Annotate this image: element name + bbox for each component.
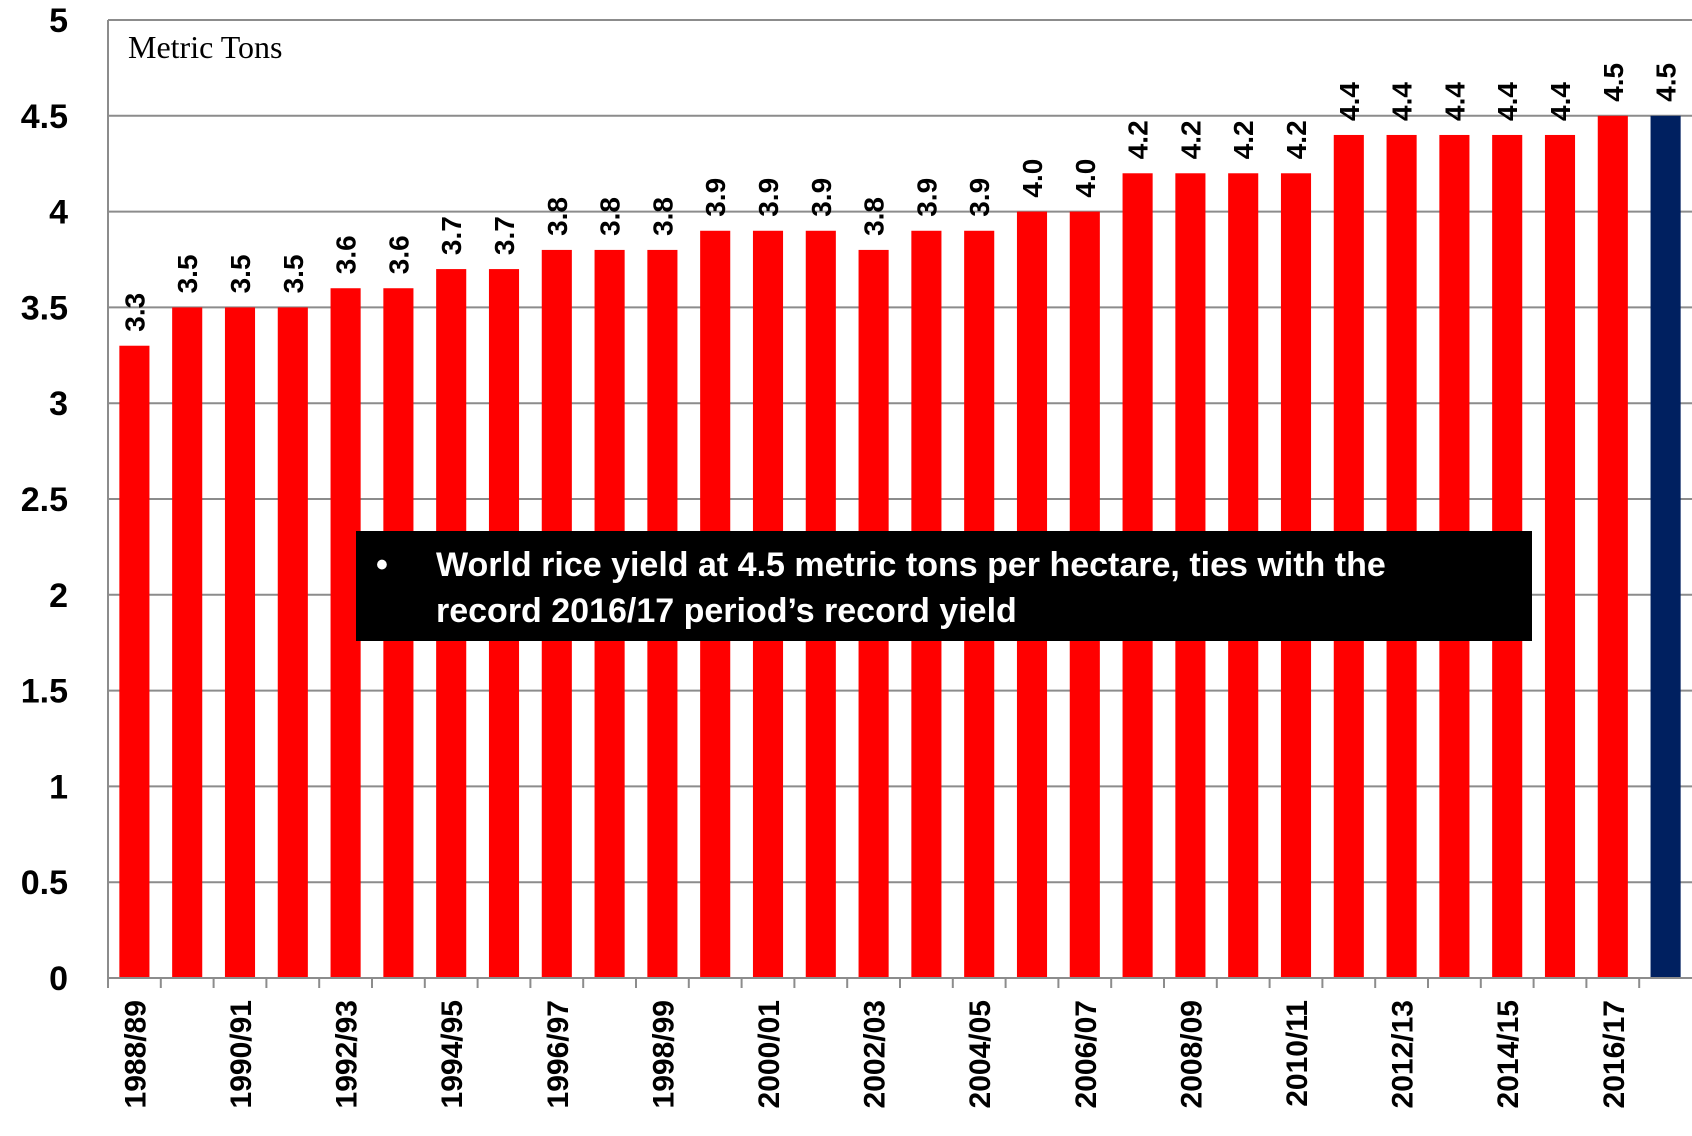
x-tick-label: 1992/93	[331, 1000, 364, 1108]
bar	[224, 307, 256, 978]
data-label: 3.7	[489, 216, 520, 255]
bar	[277, 307, 308, 978]
data-label: 3.9	[753, 178, 784, 217]
data-labels: 3.3 3.5 3.5 3.5 3.6 3.6 3.7 3.7 3.8 3.8 3.8 3.9 3.9 3…	[119, 63, 1681, 332]
y-tick-label: 2.5	[21, 481, 68, 519]
x-tick-label: 1998/99	[647, 1000, 680, 1108]
data-label: 3.8	[647, 197, 678, 236]
y-tick-label: 5	[49, 2, 68, 40]
data-label: 3.6	[331, 235, 362, 274]
x-tick-label: 2002/03	[859, 1000, 892, 1108]
annotation-background	[356, 531, 1532, 641]
x-tick-label: 2016/17	[1598, 1000, 1631, 1108]
data-label: 3.6	[383, 235, 414, 274]
data-label: 3.5	[225, 254, 256, 293]
data-label: 3.8	[595, 197, 626, 236]
bar	[172, 307, 203, 978]
data-label: 4.5	[1651, 63, 1682, 102]
y-tick-label: 3.5	[21, 289, 68, 327]
y-axis-label: Metric Tons	[128, 29, 282, 65]
data-label: 3.9	[964, 178, 995, 217]
data-label: 4.4	[1334, 82, 1365, 121]
data-label: 4.2	[1175, 120, 1206, 159]
data-label: 3.5	[278, 254, 309, 293]
x-tick-label: 2010/11	[1281, 1000, 1314, 1107]
data-label: 3.8	[859, 197, 890, 236]
data-label: 4.2	[1228, 120, 1259, 159]
data-label: 4.0	[1017, 159, 1048, 198]
bar	[1597, 115, 1628, 979]
bar	[1650, 115, 1681, 979]
bar	[1544, 134, 1576, 978]
x-tick-label: 2008/09	[1175, 1000, 1208, 1108]
x-tick-label: 1990/91	[225, 1000, 258, 1108]
y-tick-label: 4.5	[21, 98, 68, 136]
data-label: 4.5	[1598, 63, 1629, 102]
bar	[330, 288, 361, 978]
x-tick-label: 2004/05	[964, 1000, 997, 1108]
y-tick-label: 2	[49, 577, 68, 615]
data-label: 3.8	[542, 197, 573, 236]
data-label: 3.5	[172, 254, 203, 293]
bar	[119, 345, 150, 979]
x-tick-label: 2000/01	[753, 1000, 786, 1108]
x-tick-label: 1994/95	[436, 1000, 469, 1108]
y-axis: 0 0.5 1 1.5 2 2.5 3 3.5 4 4.5 5	[21, 2, 109, 998]
x-tick-label: 2014/15	[1492, 1000, 1525, 1108]
x-tick-label: 1996/97	[542, 1000, 575, 1108]
x-tick-label: 1988/89	[119, 1000, 152, 1108]
annotation-box: • World rice yield at 4.5 metric tons pe…	[356, 531, 1532, 641]
data-label: 3.3	[119, 293, 150, 332]
y-tick-label: 0.5	[21, 864, 68, 902]
y-tick-label: 1.5	[21, 673, 68, 711]
data-label: 3.9	[911, 178, 942, 217]
data-label: 3.9	[806, 178, 837, 217]
annotation-bullet: •	[376, 546, 388, 584]
annotation-line-1: World rice yield at 4.5 metric tons per …	[436, 546, 1386, 584]
data-label: 4.4	[1387, 82, 1418, 121]
x-tick-label: 2006/07	[1070, 1000, 1103, 1108]
data-label: 4.4	[1492, 82, 1523, 121]
y-tick-label: 3	[49, 385, 68, 423]
data-label: 4.0	[1070, 159, 1101, 198]
x-axis: 1988/89 1990/91 1992/93 1994/95 1996/97 1998/…	[107, 977, 1692, 1108]
annotation-line-2: record 2016/17 period’s record yield	[436, 592, 1017, 630]
data-label: 3.9	[700, 178, 731, 217]
data-label: 4.4	[1545, 82, 1576, 121]
data-label: 4.2	[1281, 120, 1312, 159]
data-label: 4.2	[1123, 120, 1154, 159]
y-tick-label: 0	[49, 960, 68, 998]
x-tick-label: 2012/13	[1387, 1000, 1420, 1108]
y-tick-label: 1	[49, 768, 68, 806]
y-tick-label: 4	[49, 194, 68, 232]
data-label: 4.4	[1439, 82, 1470, 121]
data-label: 3.7	[436, 216, 467, 255]
